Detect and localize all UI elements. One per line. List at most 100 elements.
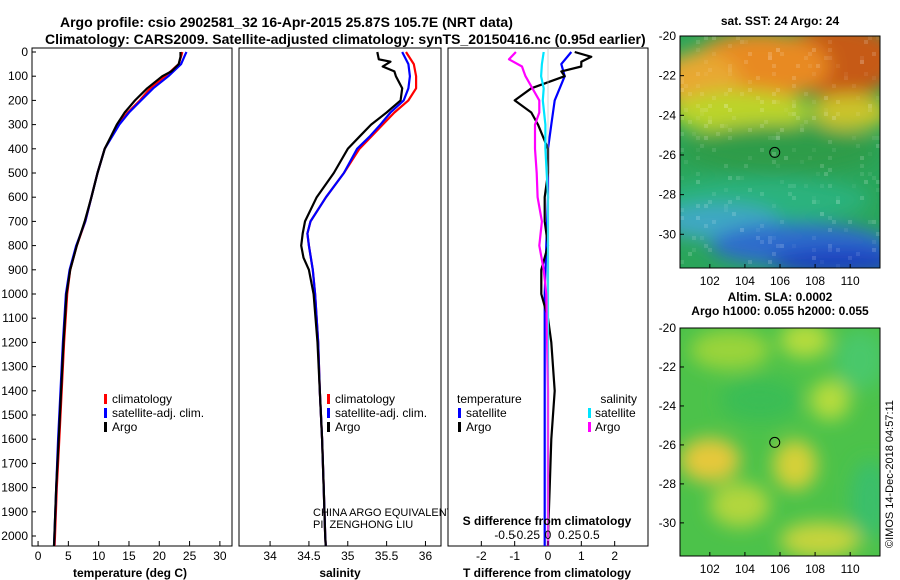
sst-pixel (744, 40, 748, 44)
sst-pixel (696, 48, 700, 52)
sst-pixel (704, 72, 708, 76)
sst-pixel (704, 60, 708, 64)
sst-pixel (728, 64, 732, 68)
sst-pixel (780, 52, 784, 56)
sst-pixel (684, 160, 688, 164)
sst-pixel (756, 228, 760, 232)
sst-pixel (712, 36, 716, 40)
lon-tick-label: 104 (735, 274, 755, 288)
depth-tick-label: 1500 (1, 408, 28, 422)
sst-pixel (732, 116, 736, 120)
sst-pixel (700, 236, 704, 240)
sst-pixel (736, 196, 740, 200)
sst-pixel (768, 52, 772, 56)
sst-pixel (740, 40, 744, 44)
sst-pixel (828, 156, 832, 160)
sst-pixel (820, 212, 824, 216)
sst-pixel (844, 72, 848, 76)
lon-tick-label: 106 (770, 274, 790, 288)
depth-tick-label: 400 (8, 142, 28, 156)
x-tick-label: 35 (341, 549, 355, 563)
legend-label: Argo (112, 420, 138, 434)
sst-pixel (684, 84, 688, 88)
sst-pixel (728, 128, 732, 132)
legend-label: Argo (335, 420, 361, 434)
sst-pixel (724, 104, 728, 108)
credit-line1: CHINA ARGO EQUIVALENT (313, 507, 454, 519)
sst-pixel (804, 184, 808, 188)
sst-pixel (820, 184, 824, 188)
depth-tick-label: 600 (8, 190, 28, 204)
sst-pixel (872, 220, 876, 224)
sst-pixel (828, 140, 832, 144)
legend-swatch (327, 408, 330, 418)
sst-pixel (760, 224, 764, 228)
sst-pixel (832, 84, 836, 88)
sst-pixel (868, 108, 872, 112)
x-tick-label: 20 (153, 549, 167, 563)
sla-map-title: Altim. SLA: 0.0002 (728, 290, 833, 304)
sst-pixel (680, 80, 684, 84)
sst-pixel (756, 96, 760, 100)
sst-pixel (704, 136, 708, 140)
sst-pixel (820, 164, 824, 168)
s-diff-tick-label: 0.5 (583, 528, 600, 542)
sst-pixel (712, 96, 716, 100)
sst-pixel (704, 36, 708, 40)
sst-pixel (792, 196, 796, 200)
x-tick-label: 25 (183, 549, 197, 563)
sst-pixel (728, 200, 732, 204)
sst-pixel (792, 112, 796, 116)
sst-pixel (856, 96, 860, 100)
sst-pixel (876, 188, 880, 192)
sst-pixel (812, 248, 816, 252)
sst-pixel (804, 120, 808, 124)
sst-pixel (780, 180, 784, 184)
sst-pixel (708, 104, 712, 108)
s-diff-tick-label: -0.25 (513, 528, 541, 542)
lat-tick-label: -26 (659, 148, 677, 162)
sst-pixel (824, 56, 828, 60)
sst-pixel (744, 164, 748, 168)
sst-pixel (768, 56, 772, 60)
legend-label: climatology (335, 392, 395, 406)
sst-pixel (756, 236, 760, 240)
sla-argo-marker (769, 436, 781, 448)
sst-pixel (828, 56, 832, 60)
sst-pixel (772, 204, 776, 208)
sst-pixel (792, 84, 796, 88)
depth-tick-label: 300 (8, 118, 28, 132)
sst-pixel (864, 40, 868, 44)
lon-tick-label: 110 (841, 562, 860, 576)
sst-pixel (868, 220, 872, 224)
sst-pixel (712, 220, 716, 224)
sst-pixel (680, 148, 684, 152)
sst-pixel (828, 248, 832, 252)
sst-pixel (792, 100, 796, 104)
sst-pixel (804, 56, 808, 60)
sst-pixel (780, 128, 784, 132)
legend-label: Argo (466, 420, 492, 434)
depth-tick-label: 900 (8, 263, 28, 277)
sst-pixel (704, 124, 708, 128)
sst-pixel (824, 112, 828, 116)
sst-pixel (728, 44, 732, 48)
sst-pixel (792, 244, 796, 248)
sst-pixel (680, 76, 684, 80)
sst-pixel (700, 112, 704, 116)
sst-pixel (812, 196, 816, 200)
sst-pixel (832, 148, 836, 152)
sst-pixel (816, 200, 820, 204)
sst-pixel (696, 72, 700, 76)
x-tick-label: 0 (545, 549, 552, 563)
sst-pixel (772, 92, 776, 96)
sst-pixel (724, 92, 728, 96)
legend-swatch (458, 422, 461, 432)
legend-label: satellite-adj. clim. (335, 406, 427, 420)
depth-tick-label: 100 (8, 69, 28, 83)
salinity-axis-label: salinity (319, 566, 361, 580)
sst-pixel (776, 136, 780, 140)
sst-pixel (864, 180, 868, 184)
sst-pixel (836, 200, 840, 204)
sst-pixel (728, 68, 732, 72)
